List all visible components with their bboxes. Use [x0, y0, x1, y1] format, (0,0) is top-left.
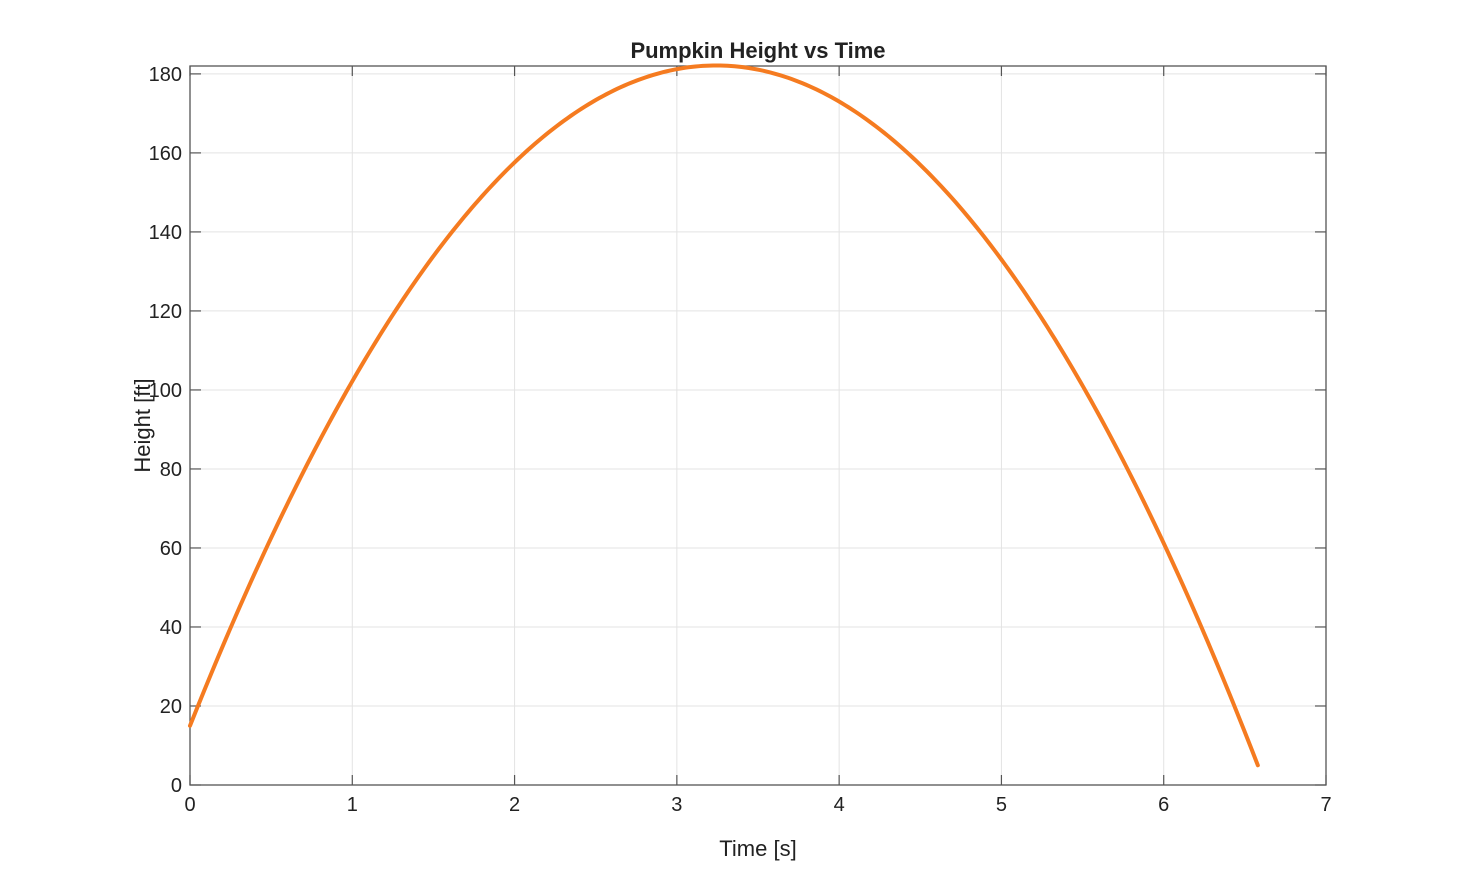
x-axis-label: Time [s] [719, 836, 796, 861]
x-tick-label: 5 [996, 794, 1007, 816]
y-tick-label: 160 [149, 143, 182, 165]
y-tick-label: 180 [149, 64, 182, 86]
x-tick-label: 6 [1158, 794, 1169, 816]
y-tick-label: 140 [149, 222, 182, 244]
x-tick-label: 2 [509, 794, 520, 816]
grid [189, 66, 1327, 786]
ticks: 0 1 2 3 4 5 6 7 0 20 40 60 80 100 120 140 160 180 [149, 64, 1332, 816]
y-tick-label: 80 [160, 459, 182, 481]
y-tick-label: 100 [149, 380, 182, 402]
x-tick-label: 1 [347, 794, 358, 816]
y-tick-label: 20 [160, 696, 182, 718]
y-tick-label: 120 [149, 301, 182, 323]
x-tick-label: 4 [834, 794, 845, 816]
chart-title: Pumpkin Height vs Time [630, 38, 885, 63]
plot-area-frame [189, 65, 1327, 786]
y-axis-label: Height [ft] [130, 378, 155, 472]
y-tick-label: 60 [160, 538, 182, 560]
x-tick-label: 3 [671, 794, 682, 816]
x-tick-label: 7 [1320, 794, 1331, 816]
x-tick-label: 0 [184, 794, 195, 816]
y-tick-label: 40 [160, 617, 182, 639]
series-line-height [188, 63, 1260, 768]
y-tick-label: 0 [171, 775, 182, 797]
